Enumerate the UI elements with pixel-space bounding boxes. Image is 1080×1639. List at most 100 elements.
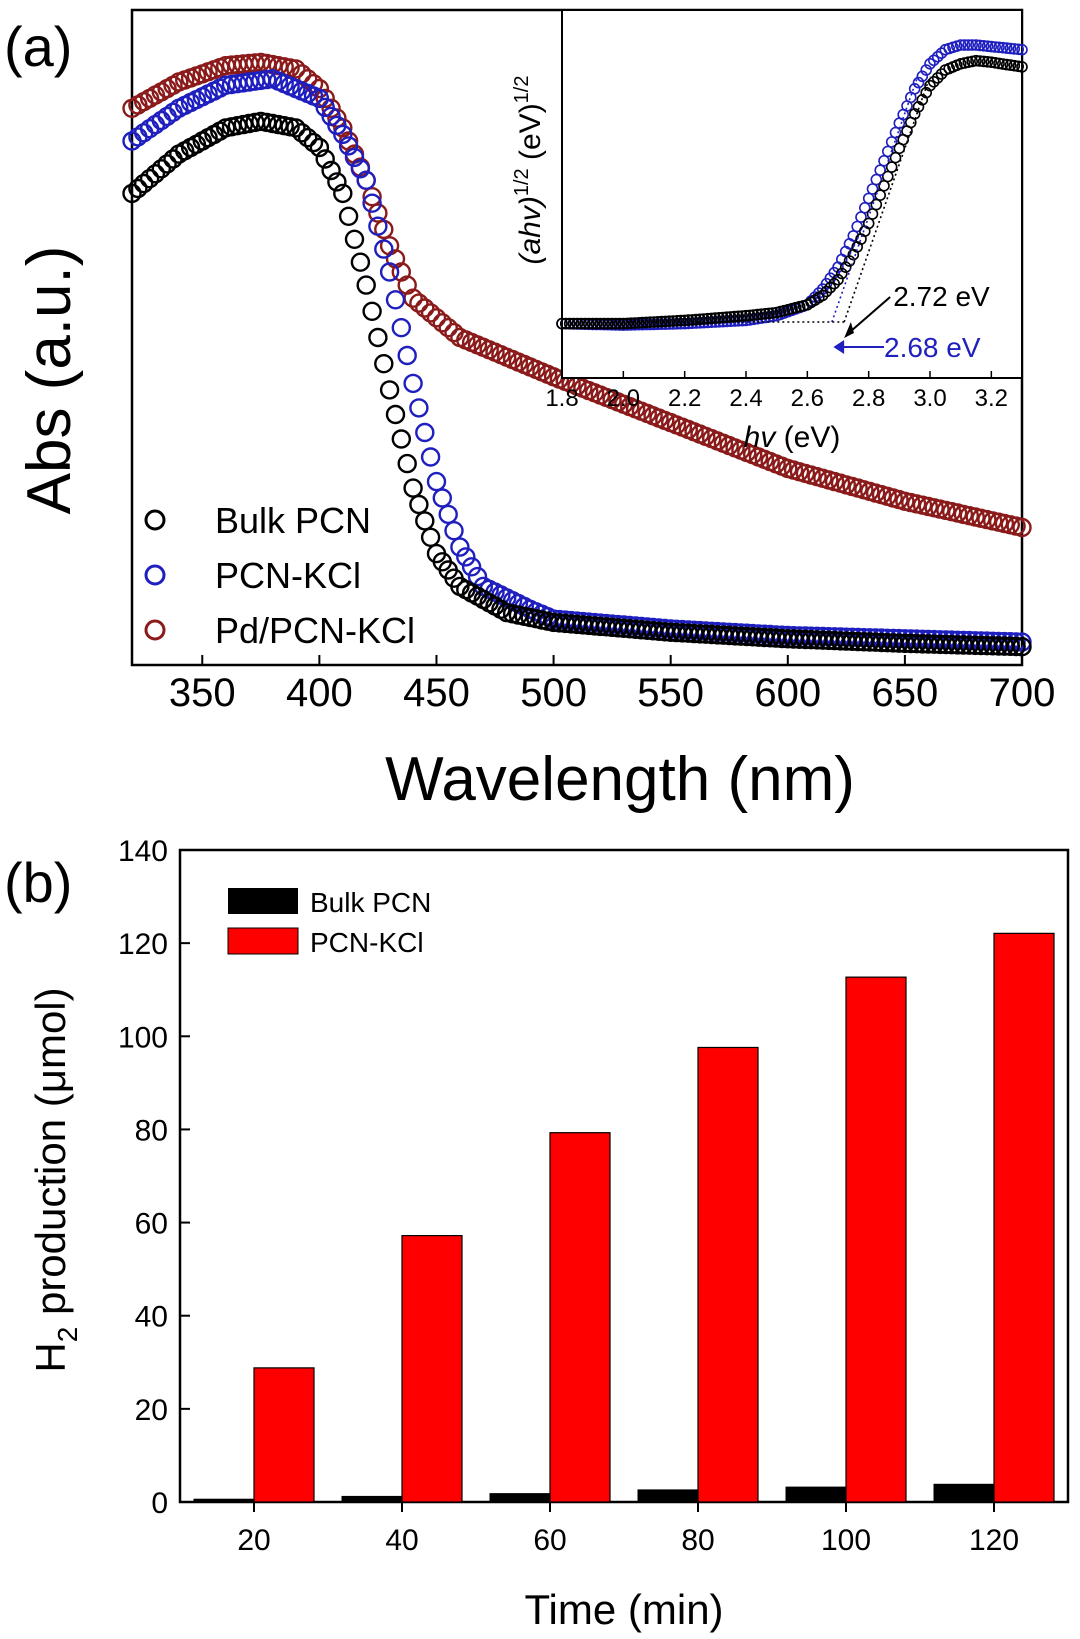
- inset-data-point: [1008, 59, 1021, 72]
- inset-data-point: [881, 145, 894, 158]
- legend-b-swatch-bulk: [228, 888, 298, 914]
- data-point: [420, 303, 441, 323]
- legend-b-label-pcn-kcl: PCN-KCl: [310, 927, 424, 958]
- y-tick-label: 0: [151, 1487, 168, 1520]
- data-point: [338, 136, 359, 156]
- inset-data-point: [993, 57, 1005, 70]
- panel-b-y-axis-h: H: [27, 1342, 74, 1372]
- inset-data-point: [908, 83, 921, 95]
- data-point: [344, 229, 365, 250]
- inset-data-point: [847, 230, 860, 242]
- inset-data-point: [575, 317, 588, 330]
- data-point: [128, 178, 148, 199]
- inset-data-point: [766, 307, 779, 319]
- data-point: [444, 521, 464, 541]
- inset-data-point: [755, 308, 768, 321]
- data-point: [438, 318, 458, 338]
- data-point: [420, 447, 441, 467]
- inset-data-point: [920, 64, 933, 76]
- inset-data-point: [962, 39, 975, 51]
- panel-b-y-axis-rest: production (μmol): [27, 987, 74, 1326]
- data-point: [403, 373, 423, 394]
- legend-b-label-bulk: Bulk PCN: [310, 887, 431, 918]
- y-tick-label: 80: [135, 1114, 168, 1147]
- inset-x-ticks: 1.8 2.0 2.2 2.4 2.6 2.8 3.0 3.2: [545, 371, 1008, 412]
- x-tick-label: 450: [403, 671, 470, 715]
- inset-data-point: [835, 267, 848, 280]
- data-point: [397, 453, 417, 474]
- tangent-line-pcn-kcl: [831, 76, 919, 323]
- panel-b-h2-production-chart: (b) 0 20 40 60 80 100 120 140 20 40 60 80 100 120 Ti…: [4, 835, 1070, 1633]
- data-point: [362, 301, 382, 321]
- panel-b-y-axis-sub: 2: [52, 1327, 83, 1343]
- bar-bulk-pcn: [193, 1498, 255, 1503]
- inset-data-point: [958, 39, 971, 51]
- inset-y-axis-italic: (ahv): [514, 196, 547, 264]
- inset-y-axis-exp1: 1/2: [511, 168, 533, 196]
- inset-x-tick-label: 1.8: [545, 385, 578, 412]
- inset-data-point: [586, 317, 599, 330]
- x-tick-label: 600: [754, 671, 821, 715]
- inset-data-point: [728, 310, 741, 323]
- data-point: [309, 137, 330, 158]
- inset-data-point: [954, 39, 967, 51]
- data-point: [420, 527, 441, 547]
- inset-data-point: [697, 313, 710, 325]
- data-point: [432, 488, 452, 508]
- inset-data-point: [632, 316, 645, 329]
- inset-data-point: [628, 317, 641, 329]
- data-point: [1000, 636, 1020, 656]
- inset-data-point: [973, 55, 986, 67]
- arrowhead-2-68: [833, 340, 845, 354]
- data-point: [368, 327, 388, 348]
- data-point: [350, 159, 371, 179]
- inset-data-point: [1012, 60, 1025, 73]
- inset-data-point: [927, 76, 940, 88]
- panel-a-y-axis-title: Abs (a.u.): [15, 246, 84, 515]
- data-point: [379, 380, 400, 400]
- data-point: [151, 159, 172, 179]
- inset-data-point: [740, 309, 752, 322]
- y-tick-label: 140: [118, 835, 168, 868]
- inset-data-point: [885, 161, 898, 173]
- inset-data-point: [663, 315, 676, 328]
- data-point: [368, 216, 388, 236]
- inset-data-point: [579, 317, 591, 330]
- data-point: [133, 123, 154, 143]
- arrowhead-2-72: [844, 322, 854, 338]
- data-point: [438, 504, 458, 525]
- data-point: [344, 147, 365, 168]
- inset-data-point: [594, 317, 607, 330]
- x-tick-label: 100: [821, 1524, 871, 1557]
- data-point: [139, 168, 160, 189]
- inset-data-point: [1008, 43, 1021, 55]
- inset-data-point: [981, 55, 994, 68]
- legend-a-marker-bulk: [144, 509, 166, 531]
- data-point: [461, 557, 482, 577]
- bar-bulk-pcn: [341, 1495, 403, 1503]
- data-point: [327, 172, 347, 192]
- y-tick-label: 120: [118, 928, 168, 961]
- inset-data-point: [567, 317, 580, 330]
- data-point: [362, 193, 382, 213]
- inset-data-point: [655, 315, 668, 328]
- data-point: [157, 106, 177, 127]
- data-point: [298, 69, 318, 89]
- panel-b-legend: Bulk PCN PCN-KCl: [227, 887, 431, 958]
- inset-data-point: [659, 315, 672, 328]
- inset-data-point: [709, 312, 722, 324]
- legend-a-label-bulk: Bulk PCN: [215, 500, 371, 541]
- data-point: [362, 186, 382, 207]
- inset-data-point: [1016, 43, 1028, 56]
- y-tick-label: 100: [118, 1021, 168, 1054]
- inset-data-point: [590, 317, 603, 330]
- inset-data-point: [870, 198, 883, 211]
- x-tick-label: 120: [969, 1524, 1019, 1557]
- legend-b-swatch-pcn-kcl: [227, 927, 299, 955]
- inset-data-point: [640, 316, 653, 329]
- panel-b-x-ticks: 20 40 60 80 100 120: [237, 1502, 1019, 1557]
- bar-pcn-kcl: [697, 1046, 759, 1503]
- panel-b-label: (b): [4, 851, 72, 914]
- inset-data-point: [644, 316, 657, 329]
- x-tick-label: 40: [385, 1524, 418, 1557]
